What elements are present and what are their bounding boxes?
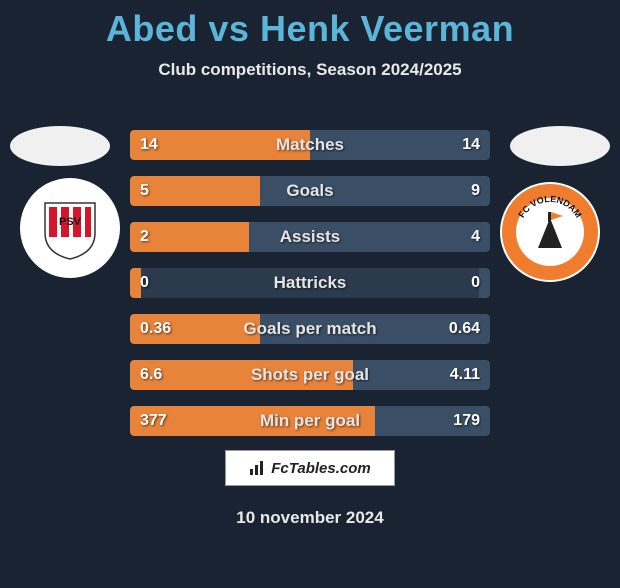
stat-row: 24Assists: [130, 222, 490, 252]
stat-label: Matches: [130, 130, 490, 160]
volendam-badge-icon: FC VOLENDAM: [500, 182, 600, 282]
subtitle: Club competitions, Season 2024/2025: [0, 60, 620, 80]
stat-label: Hattricks: [130, 268, 490, 298]
stat-row: 1414Matches: [130, 130, 490, 160]
date-text: 10 november 2024: [0, 508, 620, 528]
stat-label: Min per goal: [130, 406, 490, 436]
player-right-avatar: [510, 126, 610, 166]
brand-logo: FcTables.com: [225, 450, 395, 486]
player-left-avatar: [10, 126, 110, 166]
page-title: Abed vs Henk Veerman: [0, 8, 620, 50]
brand-text: FcTables.com: [271, 460, 370, 477]
stat-row: 0.360.64Goals per match: [130, 314, 490, 344]
svg-text:PSV: PSV: [59, 216, 82, 228]
club-badge-left: PSV: [20, 178, 120, 278]
chart-icon: [249, 459, 267, 477]
stat-label: Shots per goal: [130, 360, 490, 390]
stat-row: 6.64.11Shots per goal: [130, 360, 490, 390]
stat-label: Assists: [130, 222, 490, 252]
stat-label: Goals per match: [130, 314, 490, 344]
club-badge-right: FC VOLENDAM: [500, 182, 600, 282]
stat-row: 00Hattricks: [130, 268, 490, 298]
stat-label: Goals: [130, 176, 490, 206]
stat-row: 377179Min per goal: [130, 406, 490, 436]
club-badge-left-inner: PSV: [35, 193, 105, 263]
stats-container: 1414Matches 59Goals 24Assists 00Hattricks 0.…: [130, 130, 490, 452]
psv-shield-icon: PSV: [35, 193, 105, 263]
stat-row: 59Goals: [130, 176, 490, 206]
